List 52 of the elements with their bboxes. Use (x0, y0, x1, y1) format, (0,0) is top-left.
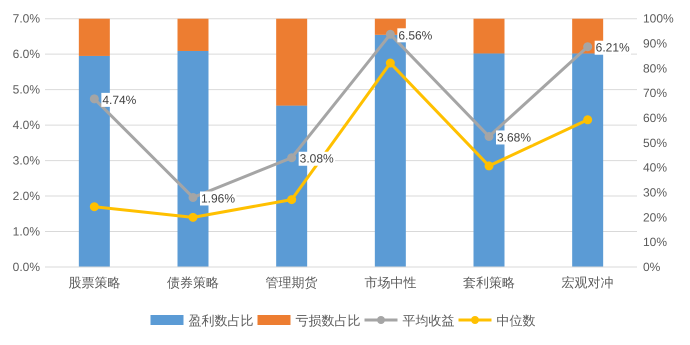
legend-label: 平均收益 (402, 313, 454, 328)
point (583, 42, 592, 52)
point (287, 153, 296, 162)
y-tick-label: 0.0% (12, 260, 40, 274)
point (287, 195, 296, 204)
legend-label: 盈利数占比 (188, 313, 254, 328)
y2-tick-label: 0% (643, 260, 661, 274)
point (90, 202, 99, 212)
point (386, 30, 395, 39)
x-tick-label: 债券策略 (167, 275, 219, 290)
x-tick-label: 市场中性 (364, 275, 416, 290)
x-tick-label: 宏观对冲 (562, 275, 614, 290)
y-tick-label: 7.0% (12, 12, 40, 26)
data-label: 3.08% (300, 152, 334, 166)
data-label: 6.56% (398, 28, 433, 42)
y-tick-label: 4.0% (12, 118, 40, 132)
y-tick-label: 3.0% (12, 154, 40, 168)
y2-tick-label: 10% (643, 235, 668, 250)
bar (572, 53, 604, 267)
y-tick-label: 1.0% (12, 224, 40, 239)
y-tick-label: 6.0% (12, 47, 40, 62)
bar (78, 18, 110, 56)
point (188, 212, 198, 222)
legend-label: 中位数 (496, 313, 536, 328)
bar (276, 18, 308, 106)
data-label: 6.21% (596, 40, 630, 55)
x-tick-label: 股票策略 (68, 275, 120, 290)
y2-tick-label: 90% (643, 36, 668, 51)
y2-tick-label: 30% (643, 186, 668, 200)
bar (474, 18, 504, 54)
point (188, 192, 198, 202)
y2-tick-label: 20% (643, 210, 668, 224)
point (484, 161, 494, 170)
y2-tick-label: 80% (643, 61, 668, 76)
legend-label: 亏损数占比 (296, 313, 360, 328)
y2-tick-label: 70% (643, 86, 668, 100)
x-tick-label: 套利策略 (463, 275, 515, 290)
bar (178, 18, 208, 51)
y2-tick-label: 40% (643, 160, 668, 175)
x-tick-label: 管理期货 (266, 275, 318, 290)
y-tick-label: 2.0% (12, 189, 40, 204)
data-label: 1.96% (201, 191, 236, 206)
y2-tick-label: 60% (643, 111, 668, 126)
point (90, 94, 99, 104)
y2-tick-label: 50% (643, 136, 668, 150)
data-label: 3.68% (497, 130, 532, 144)
y2-tick-label: 100% (643, 12, 674, 26)
point (386, 58, 395, 68)
point (583, 115, 592, 124)
point (484, 132, 494, 141)
data-label: 4.74% (102, 92, 137, 107)
y-tick-label: 5.0% (12, 82, 40, 97)
